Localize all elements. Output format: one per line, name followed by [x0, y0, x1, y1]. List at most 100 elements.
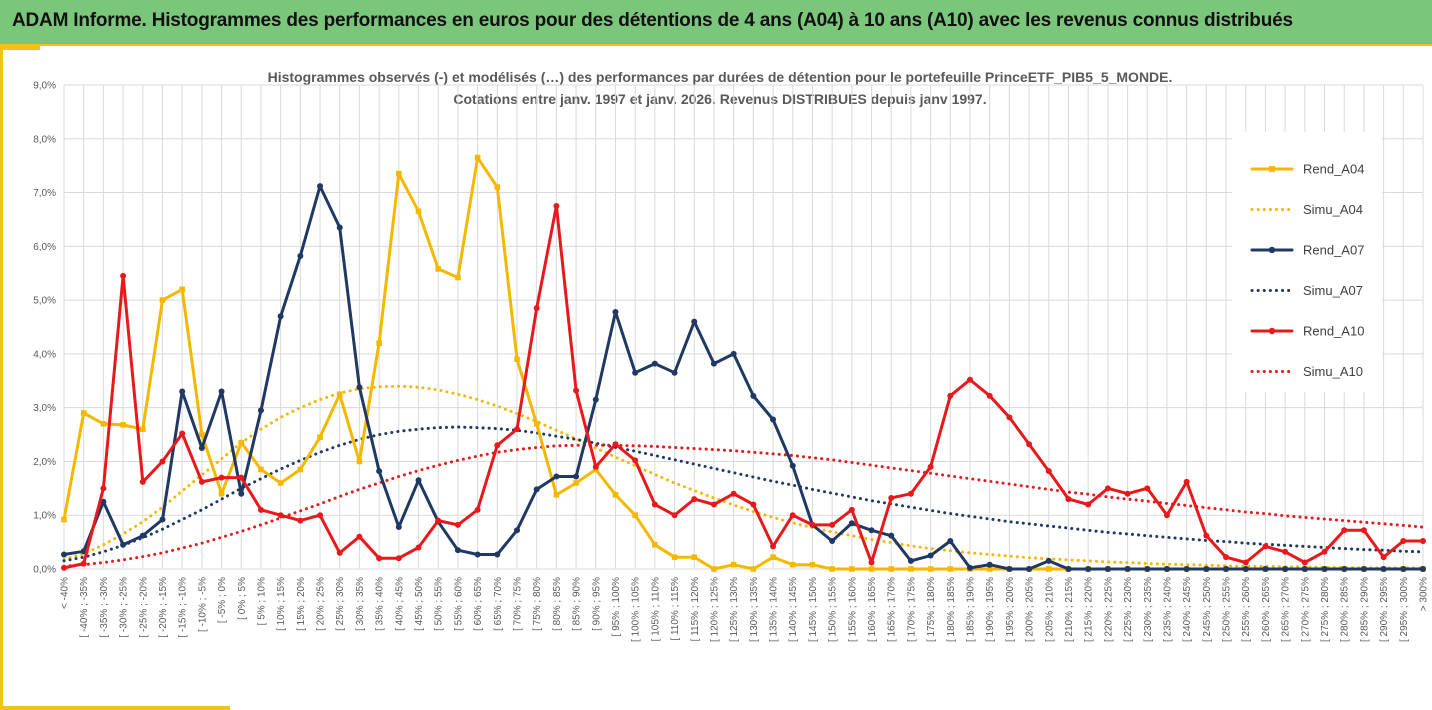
data-point — [612, 441, 619, 448]
x-tick-label: < -40% — [60, 577, 71, 609]
x-tick-label: [ 65% ; 70% — [493, 577, 504, 631]
data-point — [218, 474, 225, 481]
data-point — [1045, 566, 1052, 572]
data-point — [1045, 557, 1052, 564]
data-point — [533, 421, 540, 427]
x-tick-label: [ 180% ; 185% — [946, 577, 957, 642]
data-point — [829, 521, 836, 528]
series-Simu_A07 — [62, 425, 1425, 563]
x-tick-label: [ 30% ; 35% — [355, 577, 366, 631]
x-tick-label: [ -35% ; -30% — [99, 577, 110, 638]
data-point — [1104, 485, 1111, 492]
data-point — [297, 466, 304, 473]
data-point — [435, 517, 442, 524]
data-point — [120, 272, 127, 279]
data-point — [514, 426, 520, 433]
data-point — [1400, 566, 1407, 572]
data-point — [907, 490, 914, 497]
x-tick-label: [ 295% ; 300% — [1399, 577, 1410, 642]
data-point — [848, 520, 855, 527]
x-tick-label: [ 255% ; 260% — [1241, 577, 1252, 642]
y-tick-label: 1,0% — [33, 511, 56, 522]
data-point — [277, 480, 284, 486]
data-point — [1104, 566, 1111, 572]
data-point — [1163, 512, 1170, 519]
data-point — [376, 340, 382, 346]
data-point — [258, 466, 264, 473]
data-point — [277, 313, 284, 320]
x-tick-label: [ 155% ; 160% — [847, 577, 858, 642]
data-point — [947, 566, 954, 572]
data-point — [80, 410, 87, 416]
data-point — [671, 369, 678, 376]
legend-marker — [1268, 327, 1276, 335]
report-header: ADAM Informe. Histogrammes des performan… — [0, 0, 1432, 46]
data-point — [317, 183, 324, 190]
accent-bar-left — [0, 46, 3, 710]
data-point — [474, 551, 481, 558]
y-tick-label: 5,0% — [33, 296, 56, 307]
data-point — [592, 396, 599, 403]
x-tick-label: [ 175% ; 180% — [926, 577, 937, 642]
x-tick-label: [ 90% ; 95% — [591, 577, 602, 631]
data-point — [848, 506, 855, 513]
data-point — [651, 501, 658, 508]
data-point — [750, 566, 757, 572]
data-point — [986, 561, 993, 568]
data-point — [257, 407, 264, 414]
data-point — [1163, 566, 1170, 572]
data-point — [986, 392, 993, 399]
legend-label: Rend_A07 — [1303, 243, 1364, 258]
data-point — [632, 369, 639, 376]
x-tick-label: [ 225% ; 230% — [1123, 577, 1134, 642]
y-axis: 0,0% 1,0% 2,0% 3,0% 4,0% 5,0% 6,0% 7,0% 8,0% 9,0% — [33, 81, 56, 576]
x-tick-label: > 300% — [1419, 577, 1430, 611]
data-point — [336, 391, 343, 398]
data-point — [297, 517, 304, 524]
series-Rend_A07 — [61, 183, 1426, 572]
data-point — [179, 388, 186, 395]
x-tick-label: [ 25% ; 30% — [335, 577, 346, 631]
data-point — [159, 297, 166, 303]
data-point — [691, 496, 698, 503]
legend-label: Simu_A07 — [1303, 283, 1363, 298]
data-point — [1026, 441, 1033, 448]
data-point — [100, 485, 107, 492]
series-line-Simu_A04 — [62, 384, 1425, 570]
x-tick-label: [ 260% ; 265% — [1261, 577, 1272, 642]
data-point — [1124, 490, 1131, 497]
y-tick-label: 4,0% — [33, 349, 56, 360]
data-point — [1183, 566, 1190, 572]
data-point — [1341, 527, 1348, 534]
data-point — [612, 491, 619, 498]
data-point — [1341, 566, 1348, 572]
data-point — [376, 555, 383, 562]
data-point — [1380, 566, 1387, 572]
x-tick-label: [ 95% ; 100% — [611, 577, 622, 637]
data-point — [947, 538, 954, 545]
data-point — [1242, 566, 1249, 572]
data-point — [179, 286, 185, 293]
x-tick-label: [ 200% ; 205% — [1025, 577, 1036, 642]
data-point — [1282, 566, 1289, 572]
data-point — [868, 527, 875, 534]
data-point — [652, 542, 658, 548]
x-tick-label: [ 55% ; 60% — [453, 577, 464, 631]
data-point — [159, 516, 166, 523]
x-tick-label: [ 265% ; 270% — [1281, 577, 1292, 642]
x-tick-label: [ 290% ; 295% — [1379, 577, 1390, 642]
data-point — [553, 473, 560, 480]
data-point — [514, 527, 520, 534]
legend-item-Simu_A07: Simu_A07 — [1250, 283, 1363, 298]
data-point — [770, 416, 777, 423]
legend-item-Rend_A07: Rend_A07 — [1250, 243, 1364, 258]
chart-grid — [63, 84, 1424, 570]
data-point — [553, 491, 560, 498]
legend-box — [1232, 132, 1382, 392]
data-point — [1006, 566, 1013, 572]
data-point — [356, 533, 363, 540]
legend-marker — [1269, 166, 1275, 172]
legend-marker — [1268, 246, 1276, 254]
x-tick-label: [ 135% ; 140% — [769, 577, 780, 642]
data-point — [829, 538, 836, 545]
